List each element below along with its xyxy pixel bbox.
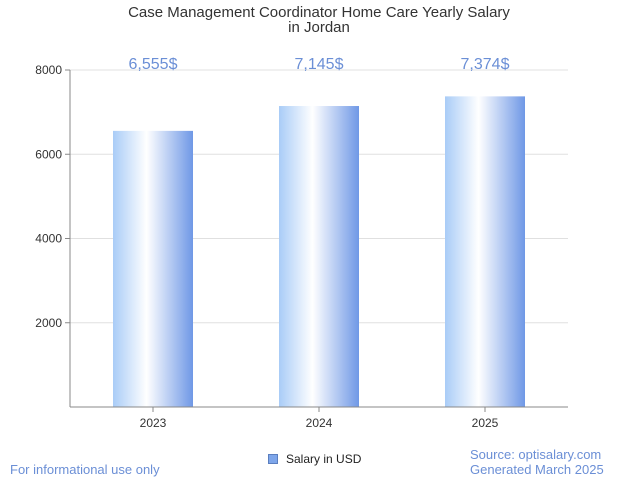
chart-title: Case Management Coordinator Home Care Ye… <box>0 5 638 35</box>
data-label-2024: 7,145$ <box>295 56 344 73</box>
y-tick-label: 2000 <box>35 316 62 330</box>
disclaimer-text: For informational use only <box>10 462 160 477</box>
data-label-2025: 7,374$ <box>461 56 510 73</box>
data-label-2023: 6,555$ <box>129 56 178 73</box>
x-tick-label-2024: 2024 <box>306 416 333 430</box>
legend-label: Salary in USD <box>286 452 362 466</box>
salary-bar-chart: 6,555$ 7,145$ 7,374$ 2000 4000 6000 8000 2023 2… <box>35 56 568 430</box>
chart-title-line2: in Jordan <box>288 19 350 36</box>
y-tick-label: 4000 <box>35 232 62 246</box>
generated-text: Generated March 2025 <box>470 462 604 477</box>
source-text: Source: optisalary.com <box>470 447 602 462</box>
bar-2023 <box>113 130 193 408</box>
legend-swatch-icon <box>268 454 278 464</box>
legend: Salary in USD <box>268 450 361 468</box>
x-tick-label-2023: 2023 <box>140 416 167 430</box>
y-tick-label: 8000 <box>35 63 62 77</box>
bar-2025 <box>445 96 525 408</box>
bar-2024 <box>279 106 359 407</box>
x-tick-label-2025: 2025 <box>472 416 499 430</box>
chart-title-line1: Case Management Coordinator Home Care Ye… <box>128 4 510 21</box>
source-info: Source: optisalary.com Generated March 2… <box>470 447 604 477</box>
y-tick-label: 6000 <box>35 147 62 161</box>
